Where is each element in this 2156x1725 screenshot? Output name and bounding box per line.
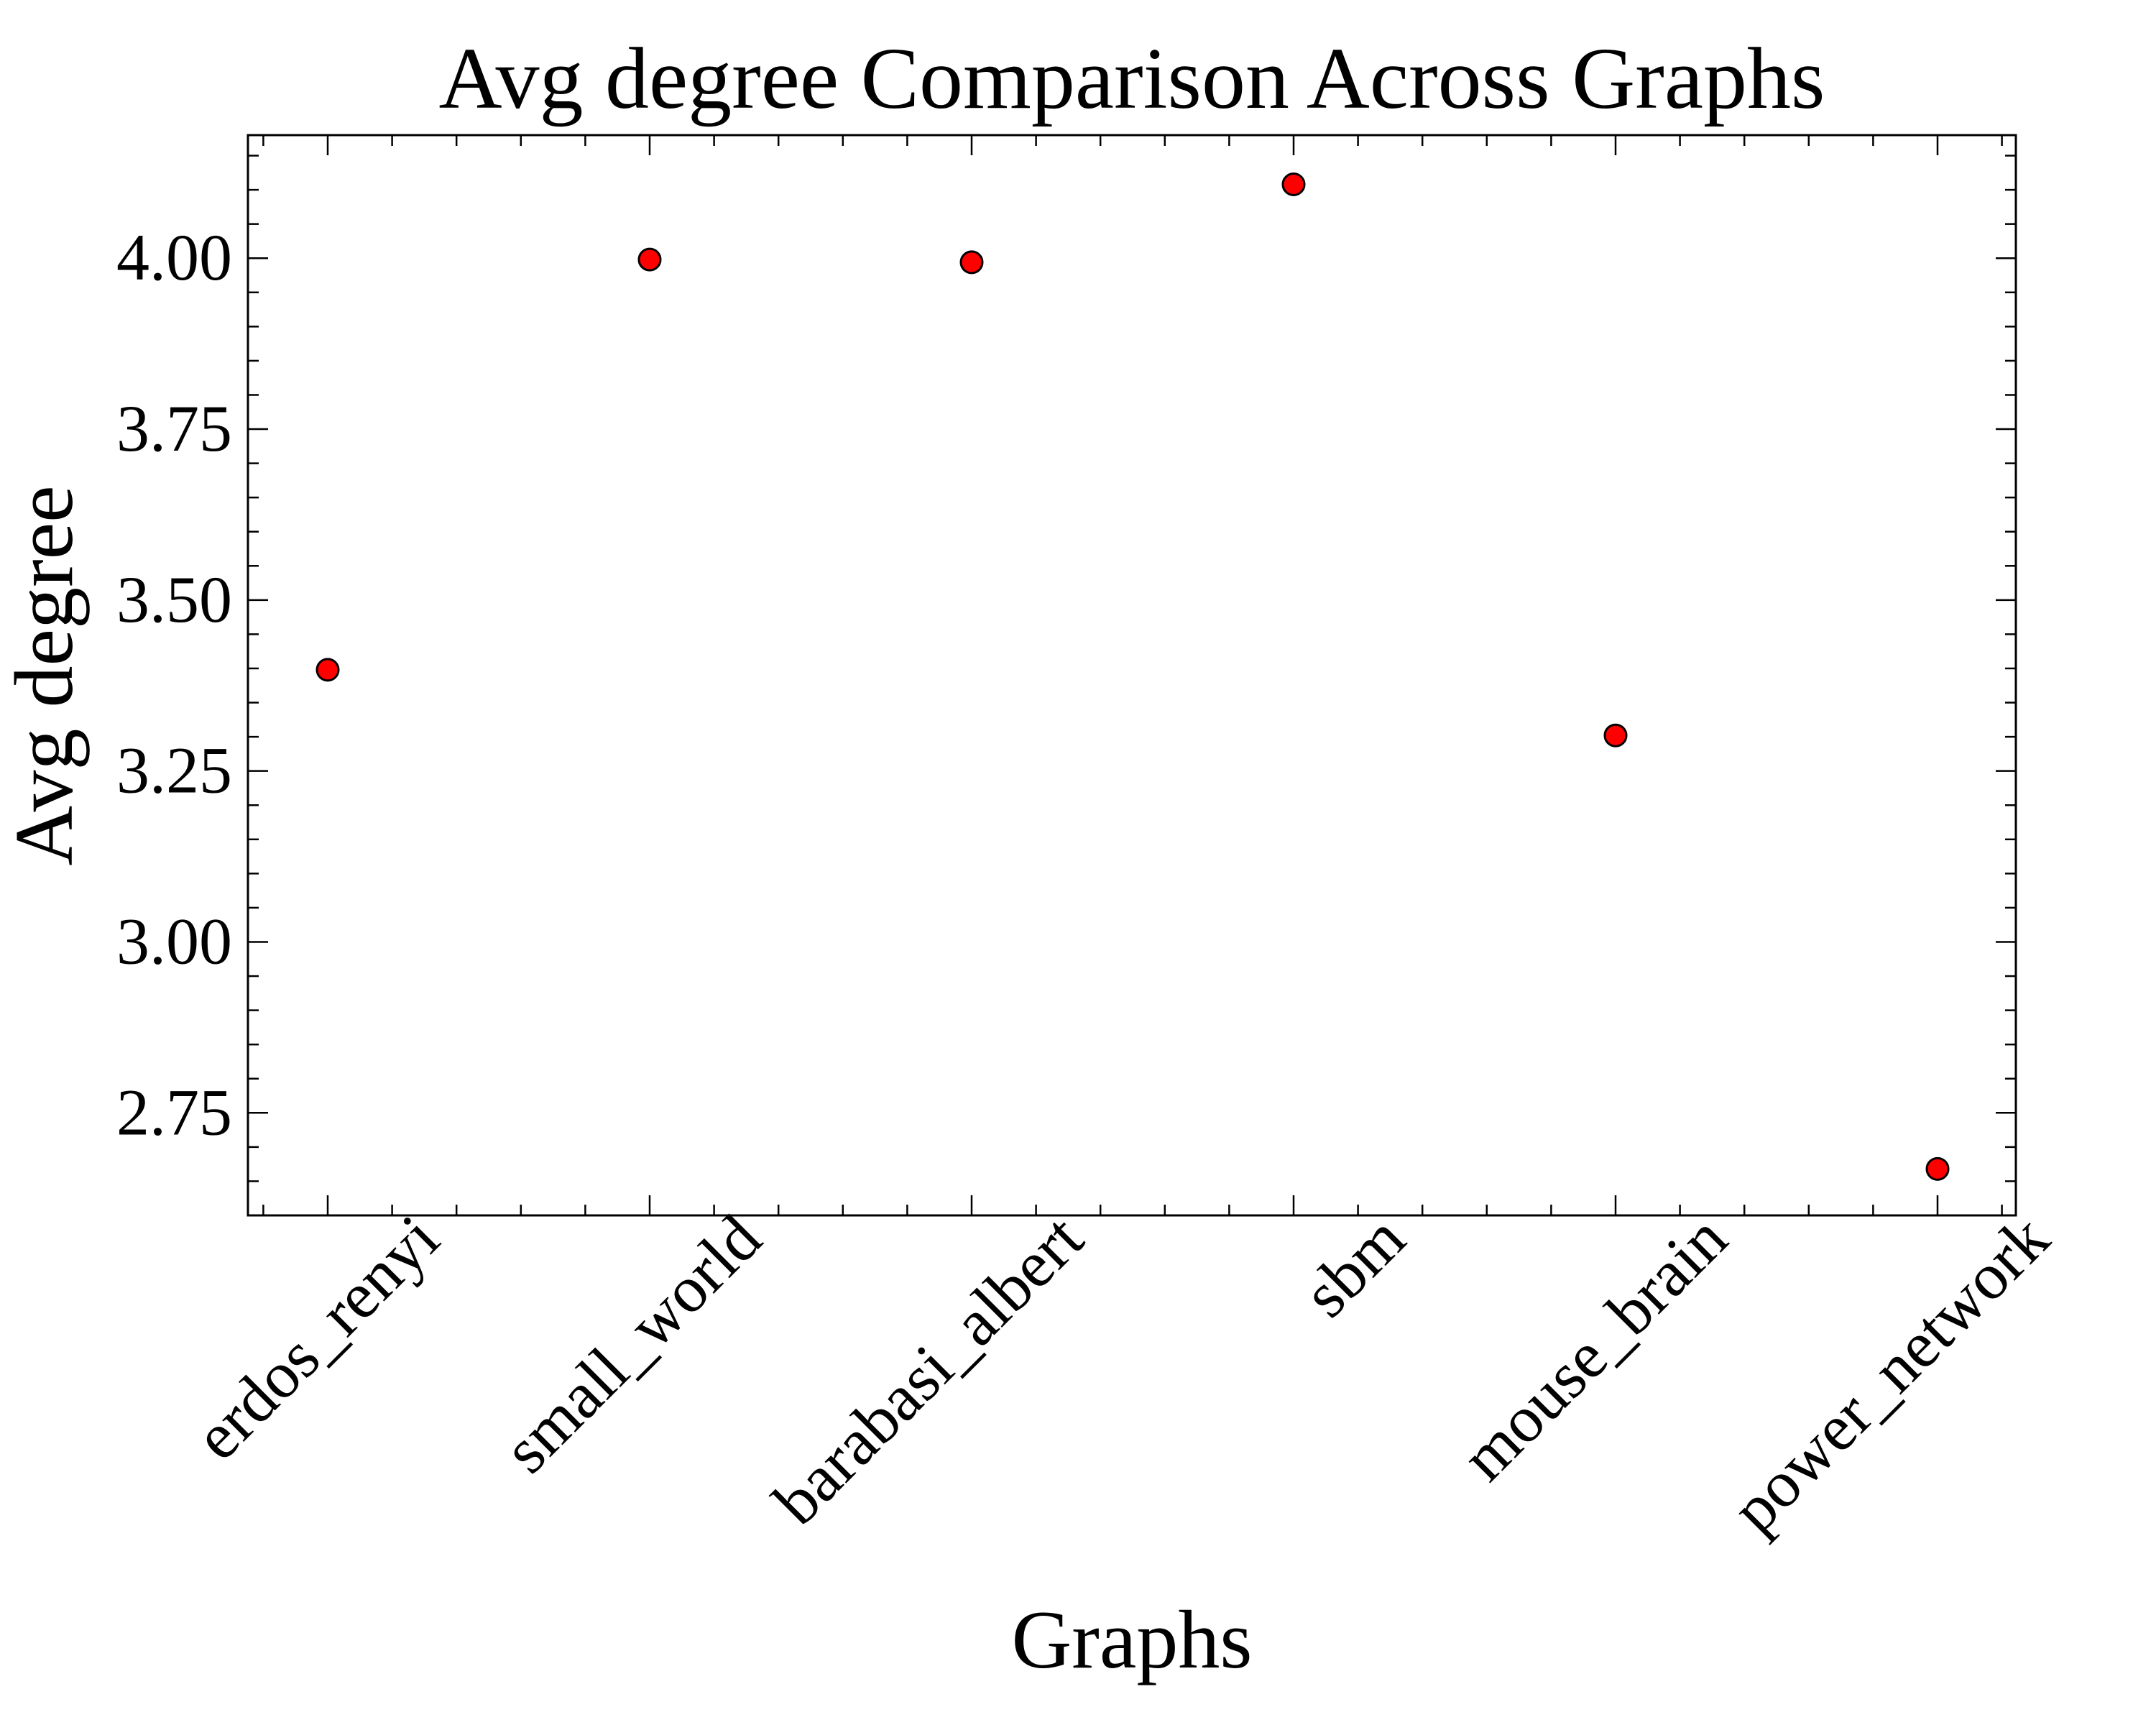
data-point-sbm <box>1281 172 1306 196</box>
y-tick-label: 3.25 <box>116 734 232 807</box>
x-tick-label: small_world <box>489 1201 775 1486</box>
x-axis-label: Graphs <box>1011 1594 1252 1686</box>
y-tick-label: 2.75 <box>116 1075 232 1149</box>
y-tick-label: 3.75 <box>116 392 232 465</box>
y-axis-label: Avg degree <box>0 485 91 865</box>
axis-ticks <box>248 135 2016 1215</box>
data-point-erdos_renyi <box>315 658 340 682</box>
x-tick-label: sbm <box>1289 1201 1419 1331</box>
y-tick-labels: 2.75 3.00 3.25 3.50 3.75 4.00 <box>116 221 232 1149</box>
y-tick-label: 4.00 <box>116 221 232 294</box>
data-point-small_world <box>637 247 662 272</box>
y-tick-label: 3.00 <box>116 904 232 978</box>
x-tick-label: barabasi_albert <box>760 1201 1097 1539</box>
data-point-mouse_brain <box>1603 723 1628 748</box>
x-tick-label: mouse_brain <box>1447 1201 1741 1494</box>
y-tick-label: 3.50 <box>116 563 232 636</box>
plot-frame <box>247 134 2017 1217</box>
x-tick-label: power_network <box>1718 1201 2063 1546</box>
data-points <box>315 172 1950 1181</box>
chart-title: Avg degree Comparison Across Graphs <box>438 30 1825 127</box>
data-point-power_network <box>1925 1156 1950 1181</box>
x-tick-label: erdos_renyi <box>180 1201 453 1473</box>
data-point-barabasi_albert <box>959 250 984 275</box>
